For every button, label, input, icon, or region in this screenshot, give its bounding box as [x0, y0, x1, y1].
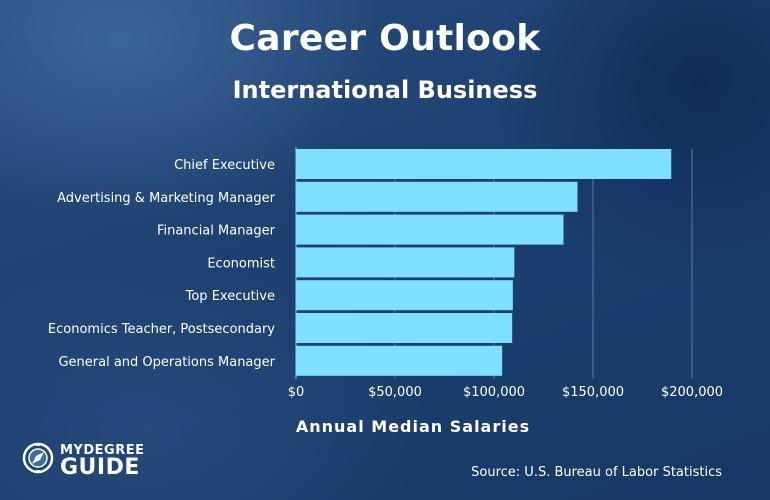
bars: [296, 149, 672, 376]
category-label: General and Operations Manager: [58, 355, 275, 370]
category-label: Top Executive: [185, 289, 275, 304]
compass-logo-icon: [22, 442, 54, 474]
bar: [296, 149, 672, 179]
x-tick-label: $0: [288, 385, 305, 400]
bar: [296, 345, 503, 376]
bar: [296, 181, 578, 212]
chart-title: Career Outlook: [229, 18, 541, 59]
category-label: Chief Executive: [174, 158, 275, 173]
x-axis-label: Annual Median Salaries: [295, 417, 531, 436]
bar: [296, 214, 564, 245]
category-label: Financial Manager: [157, 224, 276, 239]
bar: [296, 313, 513, 343]
chart-subtitle: International Business: [232, 76, 538, 104]
x-tick-label: $100,000: [463, 385, 525, 400]
category-label: Economist: [207, 256, 275, 271]
category-label: Economics Teacher, Postsecondary: [48, 322, 275, 337]
source-note: Source: U.S. Bureau of Labor Statistics: [471, 465, 722, 480]
bar: [296, 247, 515, 278]
bar: [296, 280, 513, 311]
category-label: Advertising & Marketing Manager: [57, 191, 276, 206]
logo-text-top: MYDEGREE: [60, 443, 145, 458]
x-tick-label: $200,000: [661, 385, 723, 400]
logo: MYDEGREE GUIDE: [20, 440, 150, 484]
x-tick-label: $50,000: [368, 385, 422, 400]
logo-text-bottom: GUIDE: [60, 455, 140, 480]
category-labels: Chief Executive Advertising & Marketing M…: [48, 158, 276, 370]
x-tick-labels: $0 $50,000 $100,000 $150,000 $200,000: [288, 385, 723, 400]
x-tick-label: $150,000: [562, 385, 624, 400]
